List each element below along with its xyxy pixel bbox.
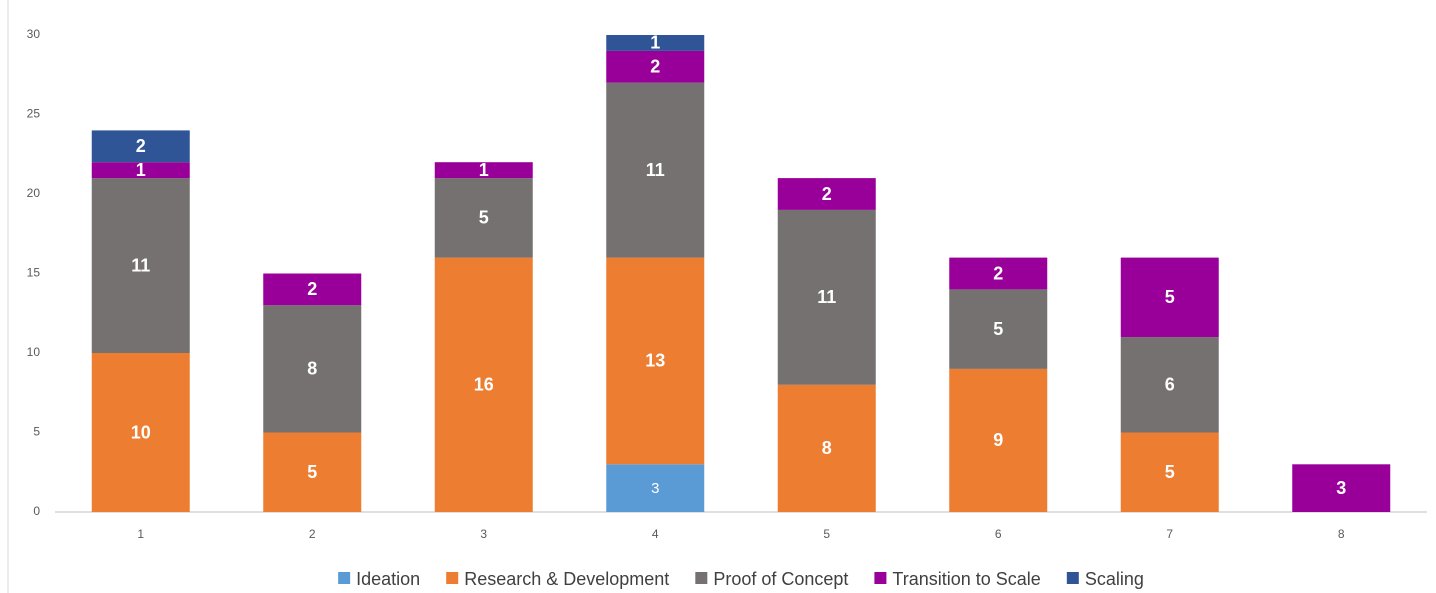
bar-segment — [949, 289, 1048, 369]
data-label: 3 — [651, 480, 659, 497]
data-label: 16 — [474, 375, 494, 395]
data-label: 2 — [822, 184, 832, 204]
data-label: 2 — [136, 136, 146, 156]
data-label: 5 — [479, 208, 489, 228]
bar-segment — [263, 273, 362, 306]
data-label: 1 — [136, 160, 146, 180]
x-tick-label: 1 — [137, 527, 144, 541]
legend-swatch — [1066, 572, 1079, 584]
x-tick-label: 3 — [480, 527, 487, 541]
x-tick-label: 6 — [995, 527, 1002, 541]
y-tick-label: 0 — [33, 504, 40, 518]
bar-segment — [606, 82, 705, 258]
x-tick-label: 2 — [309, 527, 316, 541]
x-tick-label: 8 — [1338, 527, 1345, 541]
legend-label: Transition to Scale — [892, 569, 1040, 589]
data-label: 1 — [479, 160, 489, 180]
bar-segment — [263, 305, 362, 433]
data-label: 8 — [822, 438, 832, 458]
bar-segment — [606, 50, 705, 83]
data-label: 6 — [1165, 375, 1175, 395]
legend-swatch — [695, 572, 708, 584]
y-tick-label: 15 — [27, 266, 41, 280]
bar-segment — [777, 178, 876, 210]
x-tick-label: 4 — [652, 527, 659, 541]
x-tick-label: 7 — [1166, 527, 1173, 541]
legend-label: Ideation — [356, 569, 420, 589]
bar-segment — [1120, 337, 1219, 433]
bar-segment — [434, 178, 533, 258]
data-label: 5 — [307, 462, 317, 482]
legend-swatch — [446, 572, 459, 584]
data-label: 3 — [1336, 478, 1346, 498]
data-label: 9 — [993, 430, 1003, 450]
bar-segment — [949, 368, 1048, 512]
bar-segment — [434, 162, 533, 179]
data-label: 2 — [650, 57, 660, 77]
y-tick-label: 10 — [27, 345, 41, 359]
bar-segment — [777, 384, 876, 512]
bar-segment — [1120, 257, 1219, 338]
bar-segment — [91, 353, 190, 512]
legend-label: Research & Development — [464, 569, 669, 589]
bar-segment — [777, 209, 876, 385]
legend-label: Proof of Concept — [713, 569, 848, 589]
data-label: 10 — [131, 422, 151, 442]
bar-segment — [606, 257, 705, 465]
bar-segment — [91, 178, 190, 353]
bar-segment — [91, 162, 190, 179]
legend-label: Scaling — [1085, 569, 1144, 589]
bar-segment — [1292, 464, 1391, 512]
y-tick-label: 30 — [27, 27, 41, 41]
data-label: 2 — [993, 263, 1003, 283]
data-label: 8 — [307, 359, 317, 379]
y-tick-label: 25 — [27, 107, 41, 121]
x-tick-label: 5 — [823, 527, 830, 541]
data-label: 2 — [307, 279, 317, 299]
bar-segment — [91, 130, 190, 163]
bar-segment — [263, 432, 362, 512]
bar-segment — [606, 464, 705, 512]
data-label: 5 — [993, 319, 1003, 339]
y-tick-label: 20 — [27, 186, 41, 200]
data-label: 1 — [650, 33, 660, 53]
data-label: 11 — [131, 255, 150, 275]
legend-swatch — [874, 572, 887, 584]
legend-swatch — [338, 572, 351, 584]
data-label: 5 — [1165, 462, 1175, 482]
bar-segment — [1120, 432, 1219, 512]
data-label: 5 — [1165, 287, 1175, 307]
bar-segment — [434, 257, 533, 512]
bar-segment — [606, 35, 705, 51]
y-tick-label: 5 — [33, 425, 40, 439]
data-label: 13 — [645, 351, 665, 371]
bar-segment — [949, 257, 1048, 290]
data-label: 11 — [817, 287, 836, 307]
data-label: 11 — [646, 160, 665, 180]
